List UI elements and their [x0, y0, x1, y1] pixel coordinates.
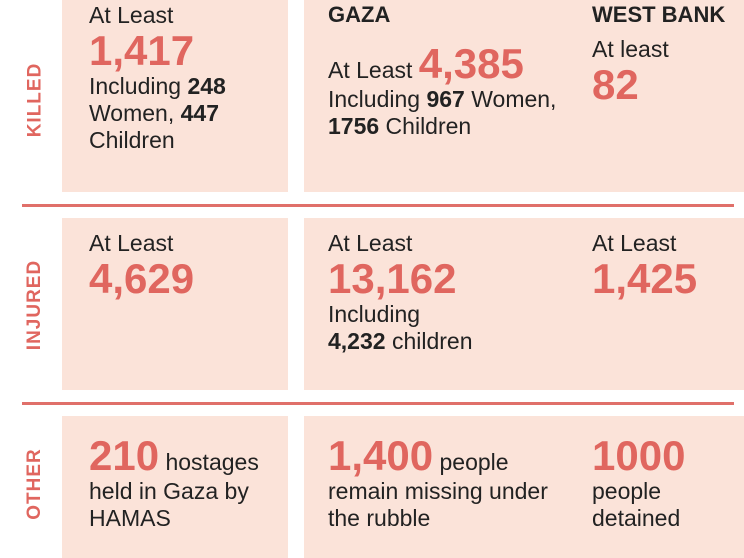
killed-gaza-main: At Least 4,385 [328, 39, 556, 87]
divider-top [22, 204, 734, 207]
cell-injured-gaza: At Least 13,162 Including 4,232 children [328, 230, 473, 355]
panel-other-gaza [304, 416, 744, 558]
other-gaza-number: 1,400 [328, 432, 434, 479]
killed-israel-line2: Women, 447 [89, 100, 219, 127]
killed-israel-prefix: At Least [89, 2, 174, 28]
injured-gaza-line1: Including [328, 301, 421, 328]
panel-injured-gaza [304, 218, 744, 390]
injured-gaza-number: 13,162 [328, 255, 457, 303]
killed-westbank-number: 82 [592, 61, 639, 109]
cell-injured-westbank: At Least 1,425 [592, 230, 697, 301]
injured-gaza-line2: 4,232 children [328, 328, 473, 355]
panel-other-israel [62, 416, 288, 558]
killed-israel-line1: Including 248 [89, 73, 226, 100]
injured-westbank-prefix: At Least [592, 230, 677, 256]
row-label-killed: KILLED [22, 0, 48, 200]
other-westbank-number: 1000 [592, 432, 686, 479]
cell-killed-westbank: WEST BANK At least 82 [592, 2, 725, 107]
row-label-injured: INJURED [22, 210, 48, 400]
killed-gaza-prefix: At Least [328, 56, 419, 83]
header-westbank: WEST BANK [592, 2, 726, 27]
divider-bottom [22, 402, 734, 405]
panel-killed-gaza [304, 0, 744, 192]
killed-israel-line3: Children [89, 127, 175, 154]
cell-other-gaza: 1,400 people remain missing under the ru… [328, 432, 548, 532]
row-label-injured-text: INJURED [24, 259, 45, 351]
other-gaza-line1: remain missing under [328, 478, 548, 505]
panel-injured-israel [62, 218, 288, 390]
panel-killed-israel [62, 0, 288, 192]
cell-killed-gaza: GAZA At Least 4,385 Including 967 Women,… [328, 2, 556, 140]
header-gaza: GAZA [328, 2, 391, 27]
cell-killed-israel: At Least 1,417 Including 248 Women, 447 … [89, 2, 226, 155]
killed-gaza-line1: Including 967 Women, [328, 86, 557, 113]
other-westbank-line1: people [592, 478, 662, 505]
injured-israel-prefix: At Least [89, 230, 174, 256]
cell-other-israel: 210 hostages held in Gaza by HAMAS [89, 432, 259, 532]
cell-other-westbank: 1000 people detained [592, 432, 686, 532]
injured-gaza-prefix: At Least [328, 230, 413, 256]
injured-westbank-number: 1,425 [592, 255, 698, 303]
other-israel-line0: 210 hostages [89, 432, 259, 479]
other-gaza-line2: the rubble [328, 505, 431, 532]
other-westbank-line2: detained [592, 505, 681, 532]
other-israel-line2: HAMAS [89, 505, 171, 532]
killed-gaza-number: 4,385 [418, 39, 524, 87]
other-israel-number: 210 [89, 432, 160, 479]
other-israel-line1: held in Gaza by [89, 478, 249, 505]
killed-israel-number: 1,417 [89, 27, 195, 75]
cell-injured-israel: At Least 4,629 [89, 230, 194, 301]
other-gaza-line0: 1,400 people [328, 432, 509, 479]
killed-gaza-line2: 1756 Children [328, 113, 472, 140]
killed-westbank-prefix: At least [592, 35, 669, 62]
row-label-killed-text: KILLED [24, 62, 46, 138]
row-label-other: OTHER [22, 410, 48, 558]
injured-israel-number: 4,629 [89, 255, 195, 303]
row-label-other-text: OTHER [24, 448, 45, 520]
